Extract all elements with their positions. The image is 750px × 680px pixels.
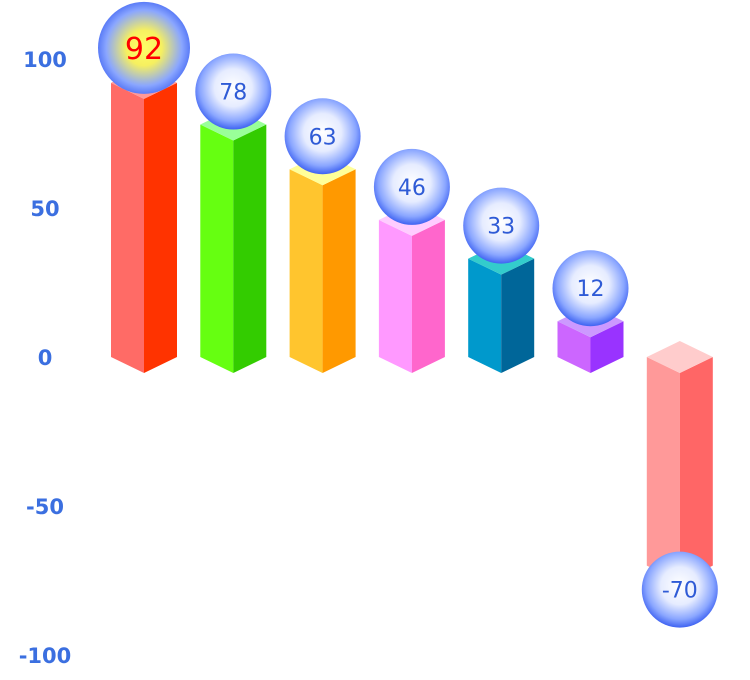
bar-side-face — [679, 357, 713, 582]
value-bubble — [98, 1, 190, 94]
bar-side-face — [233, 124, 267, 373]
bar-front-face — [557, 321, 591, 373]
data-label: 63 — [309, 125, 337, 150]
data-label: 78 — [219, 81, 247, 106]
bar: 12 — [552, 250, 629, 373]
data-label: 46 — [398, 176, 426, 201]
data-label: 12 — [577, 277, 605, 302]
bar-side-face — [411, 219, 445, 373]
bar: -70 — [641, 341, 718, 628]
bar: 92 — [98, 1, 190, 373]
bar-front-face — [468, 258, 502, 373]
y-axis: 100 50 0 -50 -100 — [19, 48, 72, 668]
bar-side-face — [501, 258, 535, 373]
bar-side-face — [590, 321, 624, 373]
y-tick-label: -100 — [19, 644, 72, 668]
value-bubble — [195, 53, 272, 130]
bar-front-face — [111, 82, 144, 373]
bar-front-face — [200, 124, 234, 373]
y-tick-label: -50 — [26, 495, 64, 519]
value-bubble — [373, 148, 450, 225]
bar: 78 — [195, 53, 272, 373]
bar: 63 — [284, 98, 361, 373]
data-label: 92 — [125, 32, 163, 67]
bar-front-face — [646, 357, 680, 582]
bar-front-face — [289, 169, 323, 373]
data-label: -70 — [662, 579, 698, 604]
value-bubble — [284, 98, 361, 175]
y-tick-label: 0 — [38, 346, 53, 370]
bar: 46 — [373, 148, 450, 373]
value-bubble — [552, 250, 629, 327]
bar-front-face — [378, 219, 412, 373]
data-label: 33 — [487, 215, 515, 240]
value-bubble — [641, 551, 718, 628]
bar-side-face — [144, 82, 177, 373]
y-tick-label: 100 — [23, 48, 67, 72]
value-bubble — [463, 187, 540, 264]
bars: 92 78 63 46 33 12 -70 — [98, 1, 718, 628]
bar-top-face — [646, 341, 713, 373]
bar: 33 — [463, 187, 540, 373]
y-tick-label: 50 — [30, 197, 59, 221]
bar-side-face — [322, 169, 356, 373]
